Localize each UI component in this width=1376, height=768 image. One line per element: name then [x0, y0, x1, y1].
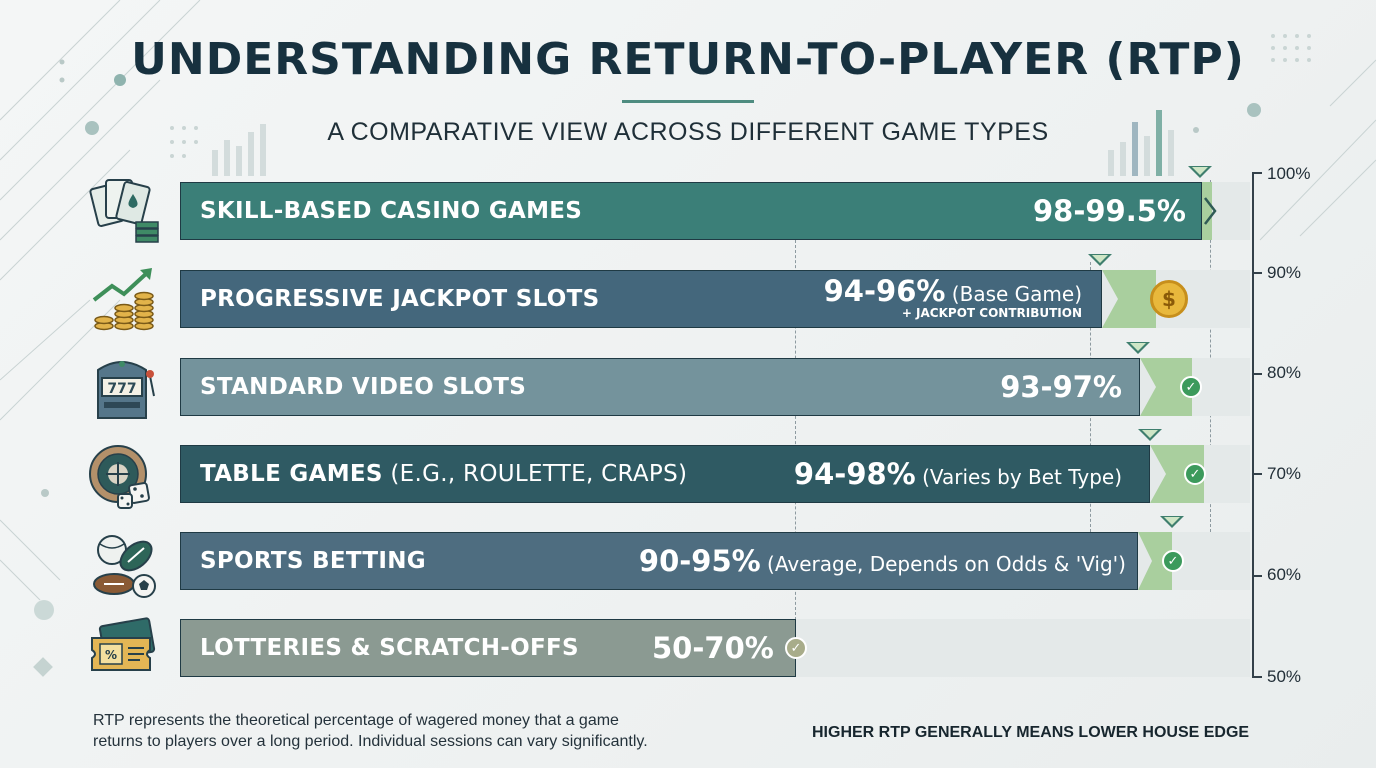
rtp-bar — [180, 358, 1140, 416]
axis-tick — [1252, 473, 1262, 475]
svg-text:%: % — [105, 648, 117, 662]
range-marker — [1088, 254, 1112, 266]
page-subtitle: A COMPARATIVE VIEW ACROSS DIFFERENT GAME… — [327, 118, 1049, 146]
axis-tick-label: 50% — [1267, 667, 1302, 686]
range-marker — [1160, 516, 1184, 528]
rtp-bar — [180, 182, 1202, 240]
axis-tick-label: 70% — [1267, 464, 1302, 483]
footnote-line: RTP represents the theoretical percentag… — [93, 712, 619, 729]
sports-balls-icon — [93, 535, 156, 598]
rtp-bar — [180, 445, 1150, 503]
bar-row: SKILL-BASED CASINO GAMES 98-99.5% — [180, 182, 1250, 240]
axis-tick — [1252, 676, 1262, 678]
bar-value: 94-98% (Varies by Bet Type) — [793, 457, 1122, 491]
guide-line-99 — [1210, 180, 1211, 532]
arrow-tip-icon — [1204, 197, 1217, 225]
axis-tick — [1252, 272, 1262, 274]
check-icon: ✓ — [1162, 550, 1184, 572]
range-marker — [1138, 429, 1162, 441]
bar-label: TABLE GAMES (E.G., ROULETTE, CRAPS) — [200, 461, 688, 487]
guide-line-70 — [795, 240, 796, 620]
title-underline — [622, 100, 754, 103]
bar-value: 98-99.5% — [1032, 194, 1186, 228]
check-icon: ✓ — [785, 637, 807, 659]
footer-tagline: HIGHER RTP GENERALLY MEANS LOWER HOUSE E… — [812, 724, 1250, 741]
bar-label: STANDARD VIDEO SLOTS — [200, 374, 527, 400]
rtp-bar — [180, 532, 1138, 590]
bar-value: 94-96% (Base Game) — [823, 274, 1082, 308]
range-marker — [1126, 342, 1150, 354]
axis-tick-label: 90% — [1267, 263, 1302, 282]
page-title: UNDERSTANDING RETURN-TO-PLAYER (RTP) — [131, 34, 1245, 85]
bar-row: SPORTS BETTING 90-95% (Average, Depends … — [180, 532, 1250, 590]
bar-row: TABLE GAMES (E.G., ROULETTE, CRAPS) 94-9… — [180, 445, 1250, 503]
footnote: RTP represents the theoretical percentag… — [93, 710, 733, 752]
range-marker — [1188, 166, 1212, 178]
bar-label: LOTTERIES & SCRATCH-OFFS — [200, 635, 579, 661]
rising-coins-icon — [92, 268, 154, 331]
bar-label: PROGRESSIVE JACKPOT SLOTS — [200, 286, 600, 312]
bar-subnote: + JACKPOT CONTRIBUTION — [901, 306, 1082, 320]
check-icon: ✓ — [1184, 463, 1206, 485]
gold-coin-icon: $ — [1150, 280, 1188, 318]
axis-tick-label: 60% — [1267, 565, 1302, 584]
slot-machine-icon: 777 — [97, 361, 155, 419]
bar-label: SKILL-BASED CASINO GAMES — [200, 198, 583, 224]
bar-row: PROGRESSIVE JACKPOT SLOTS 94-96% (Base G… — [180, 270, 1250, 328]
svg-text:777: 777 — [107, 381, 136, 397]
bar-row: STANDARD VIDEO SLOTS 93-97% — [180, 358, 1250, 416]
axis-tick — [1252, 575, 1262, 577]
rtp-bar — [180, 270, 1102, 328]
axis-tick — [1252, 172, 1262, 174]
bar-value: 93-97% — [1000, 370, 1122, 404]
axis-tick-label: 100% — [1267, 164, 1311, 183]
bar-row: LOTTERIES & SCRATCH-OFFS 50-70% — [180, 619, 1250, 677]
bar-value: 90-95% (Average, Depends on Odds & 'Vig'… — [638, 544, 1126, 578]
axis-tick-label: 80% — [1267, 363, 1302, 382]
lottery-ticket-icon: % — [91, 617, 156, 671]
check-icon: ✓ — [1180, 376, 1202, 398]
bar-value: 50-70% — [652, 631, 774, 665]
percent-axis — [1252, 172, 1254, 678]
playing-cards-icon — [89, 179, 159, 243]
axis-tick — [1252, 373, 1262, 375]
roulette-dice-icon — [89, 445, 150, 509]
rtp-range-extension — [1202, 182, 1212, 240]
footnote-line: returns to players over a long period. I… — [93, 733, 648, 750]
bar-label: SPORTS BETTING — [200, 548, 426, 574]
